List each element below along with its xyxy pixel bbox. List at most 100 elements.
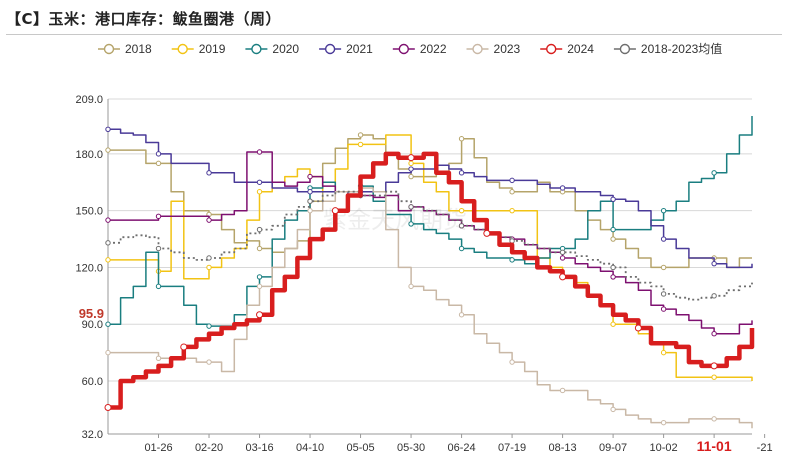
series-point-2018-2023- xyxy=(206,255,212,261)
series-point-2020 xyxy=(660,207,667,214)
series-point-2018 xyxy=(610,236,616,242)
x-tick-label: -21 xyxy=(757,442,773,454)
series-point-2018 xyxy=(458,136,465,142)
series-point-2023 xyxy=(155,355,162,361)
y-tick-label: 180.0 xyxy=(75,149,103,161)
x-tick-label: 07-19 xyxy=(498,442,526,454)
series-point-2023 xyxy=(610,406,616,413)
y-tick-label: 209.0 xyxy=(75,94,103,106)
series-point-2024 xyxy=(180,343,188,351)
series-point-2021 xyxy=(610,196,616,203)
legend-label-2018: 2018 xyxy=(125,42,152,56)
series-point-2018-2023- xyxy=(155,245,162,252)
series-point-2023 xyxy=(206,359,212,365)
series-point-2018 xyxy=(660,264,667,271)
series-point-2021 xyxy=(509,177,515,184)
series-point-2021 xyxy=(256,179,263,185)
series-point-2018 xyxy=(256,245,263,252)
x-tick-label: 05-30 xyxy=(397,442,425,454)
series-point-2019 xyxy=(610,321,616,327)
series-point-2018-2023- xyxy=(660,291,667,297)
series-point-2024 xyxy=(710,362,718,370)
series-point-2019 xyxy=(206,264,212,271)
series-point-2018 xyxy=(509,189,515,195)
series-point-2024 xyxy=(634,324,642,332)
x-tick-label: 04-10 xyxy=(296,442,324,454)
series-point-2018 xyxy=(155,160,162,167)
series-point-2023 xyxy=(408,283,414,290)
series-point-2019 xyxy=(256,189,263,195)
y-tick-label: 32.0 xyxy=(82,429,103,441)
latest-value-label: 95.9 xyxy=(79,306,104,321)
legend-marker-2023 xyxy=(472,43,483,55)
series-line-2020 xyxy=(108,116,753,327)
series-point-2022 xyxy=(559,255,566,261)
series-point-2024 xyxy=(407,154,415,162)
series-point-2021 xyxy=(408,166,414,172)
series-point-2020 xyxy=(155,283,162,290)
series-point-2019 xyxy=(408,160,414,167)
legend-marker-2018 xyxy=(103,43,115,55)
legend-marker-2024 xyxy=(546,43,557,55)
series-point-2021 xyxy=(660,236,667,242)
series-point-2020 xyxy=(105,321,111,327)
series-point-2023 xyxy=(509,359,515,365)
series-line-2024 xyxy=(108,151,755,410)
x-tick-label: 09-07 xyxy=(599,442,627,454)
series-point-2019 xyxy=(357,141,364,148)
y-tick-label: 150.0 xyxy=(75,206,103,218)
x-tick-label: 02-20 xyxy=(195,442,223,454)
series-line-2023 xyxy=(108,187,753,429)
series-point-2022 xyxy=(711,330,717,337)
series-point-2020 xyxy=(206,323,212,329)
y-tick-label: 60.0 xyxy=(82,376,103,388)
series-point-2018-2023- xyxy=(105,240,111,246)
series-point-2020 xyxy=(458,245,465,252)
x-tick-label: 05-05 xyxy=(346,442,374,454)
series-point-2018 xyxy=(357,132,364,138)
series-point-2023 xyxy=(307,207,313,214)
series-point-2021 xyxy=(458,170,465,176)
series-point-2024 xyxy=(483,229,491,237)
series-point-2020 xyxy=(711,170,717,176)
series-point-2021 xyxy=(307,189,313,195)
y-tick-label: 90.0 xyxy=(82,319,103,331)
y-tick-label: 120.0 xyxy=(75,262,103,274)
series-point-2023 xyxy=(660,419,667,426)
series-point-2019 xyxy=(509,207,515,214)
legend-label-2023: 2023 xyxy=(494,42,521,56)
chart-title: 【C】玉米：港口库存：鲅鱼圈港（周） xyxy=(6,10,282,28)
series-point-2022 xyxy=(610,274,616,280)
series-point-2020 xyxy=(610,226,616,233)
series-point-2021 xyxy=(559,185,566,191)
legend-marker-2018-2023- xyxy=(619,43,631,55)
x-tick-label: 11-01 xyxy=(697,438,732,454)
series-point-2024 xyxy=(256,311,264,319)
title-divider xyxy=(6,34,782,35)
series-point-2024 xyxy=(559,273,567,281)
series-point-2024 xyxy=(104,404,112,412)
series-point-2021 xyxy=(155,151,162,157)
x-tick-label: 01-26 xyxy=(144,442,172,454)
legend-label-2019: 2019 xyxy=(199,42,226,56)
x-tick-label: 03-16 xyxy=(245,442,273,454)
legend-label-2018-2023-: 2018-2023均值 xyxy=(641,41,722,56)
series-point-2023 xyxy=(559,387,566,394)
series-point-2021 xyxy=(105,126,111,132)
series-point-2019 xyxy=(458,207,465,214)
series-point-2022 xyxy=(155,213,162,220)
series-point-2022 xyxy=(105,217,111,223)
series-point-2018 xyxy=(105,147,111,153)
series-point-2021 xyxy=(711,260,717,267)
legend-label-2024: 2024 xyxy=(567,42,594,56)
series-point-2022 xyxy=(660,306,667,312)
series-point-2018-2023- xyxy=(256,226,263,233)
legend-label-2022: 2022 xyxy=(420,42,447,56)
x-tick-label: 10-02 xyxy=(650,442,678,454)
legend-label-2021: 2021 xyxy=(346,42,373,56)
series-line-2021 xyxy=(108,128,753,269)
series-point-2018-2023- xyxy=(458,223,465,229)
series-point-2018-2023- xyxy=(711,293,717,299)
